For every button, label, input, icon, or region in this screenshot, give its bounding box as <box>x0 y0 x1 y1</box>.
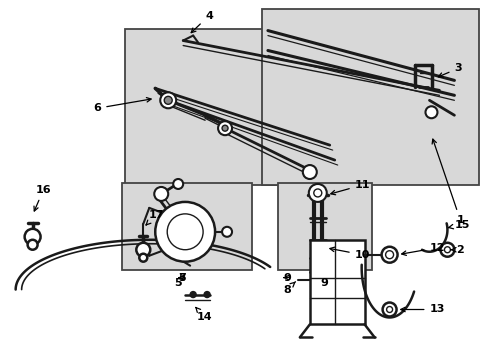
Text: 7: 7 <box>178 273 185 283</box>
Circle shape <box>222 125 227 131</box>
Text: 6: 6 <box>93 98 151 113</box>
Text: 5: 5 <box>178 273 185 283</box>
Circle shape <box>154 187 168 201</box>
Circle shape <box>136 243 150 257</box>
Text: 9: 9 <box>283 273 290 283</box>
Circle shape <box>382 302 396 316</box>
Circle shape <box>155 202 215 262</box>
Circle shape <box>308 184 326 202</box>
Bar <box>125 28 334 185</box>
Circle shape <box>302 165 316 179</box>
Circle shape <box>203 292 210 298</box>
Circle shape <box>139 254 147 262</box>
Circle shape <box>164 96 172 104</box>
Text: 11: 11 <box>330 180 369 195</box>
Text: 10: 10 <box>329 247 369 260</box>
Text: 16: 16 <box>34 185 51 211</box>
Text: 8: 8 <box>283 282 295 294</box>
Text: 2: 2 <box>450 245 463 255</box>
Text: 13: 13 <box>400 305 444 315</box>
Text: 1: 1 <box>431 139 463 225</box>
Text: 17: 17 <box>146 210 163 225</box>
Circle shape <box>27 240 38 250</box>
Text: 5: 5 <box>174 278 182 288</box>
Circle shape <box>24 229 41 245</box>
Bar <box>277 183 371 270</box>
Circle shape <box>440 243 453 257</box>
Bar <box>122 183 251 270</box>
Bar <box>309 240 364 324</box>
Text: 3: 3 <box>437 63 461 77</box>
Bar <box>262 9 478 185</box>
Circle shape <box>425 106 437 118</box>
Text: 4: 4 <box>191 11 213 33</box>
Text: 9: 9 <box>320 278 328 288</box>
Circle shape <box>222 227 232 237</box>
Circle shape <box>160 92 176 108</box>
Text: 14: 14 <box>195 307 212 323</box>
Circle shape <box>381 247 397 263</box>
Text: 12: 12 <box>401 243 444 255</box>
Circle shape <box>218 121 232 135</box>
Text: 15: 15 <box>447 220 469 230</box>
Circle shape <box>173 179 183 189</box>
Circle shape <box>190 292 196 298</box>
